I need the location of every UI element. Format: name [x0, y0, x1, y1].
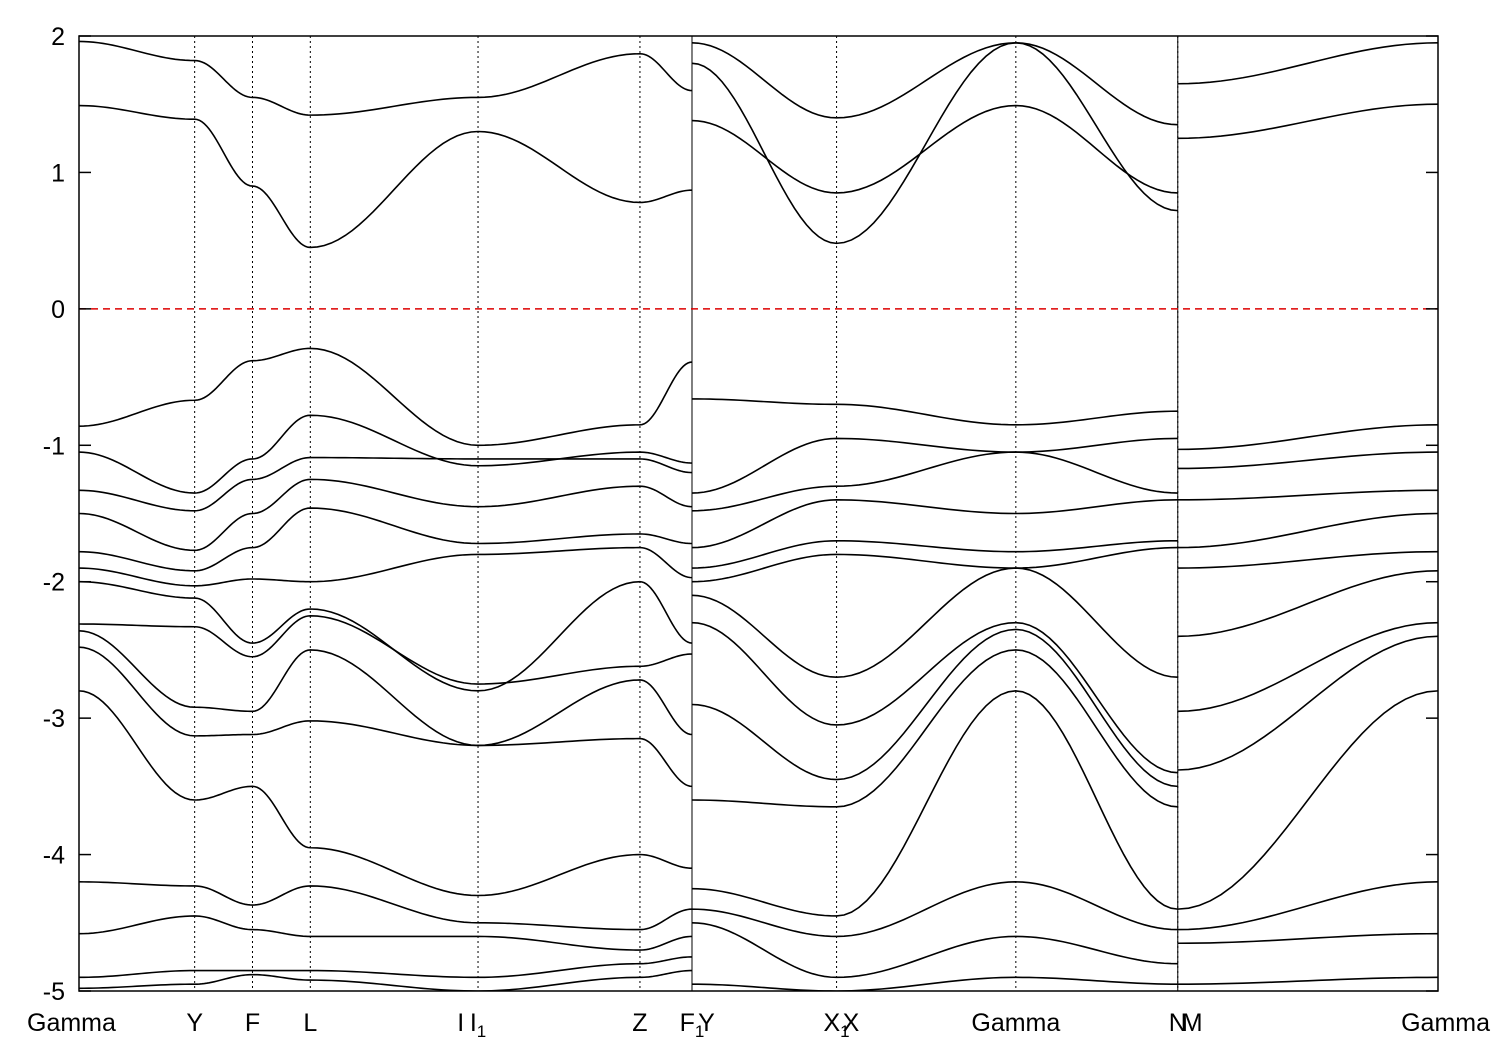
band-line: [79, 646, 693, 788]
kpoint-label: Y: [698, 1009, 715, 1037]
band-line: [691, 42, 1178, 126]
band-line: [691, 398, 1178, 426]
band-line: [1177, 976, 1438, 985]
band-line: [691, 437, 1178, 494]
kpoint-label: Z: [632, 1009, 647, 1037]
band-line: [1177, 42, 1438, 85]
band-line: [691, 567, 1178, 679]
kpoint-label: Gamma: [1401, 1009, 1490, 1037]
band-line: [691, 499, 1178, 549]
kpoint-label: Gamma: [971, 1009, 1060, 1037]
kpoint-label: I1: [470, 1009, 486, 1041]
y-tick-label: -4: [43, 842, 65, 870]
band-line: [1177, 550, 1438, 569]
band-line: [79, 414, 693, 494]
band-line: [1177, 451, 1438, 470]
band-line: [79, 347, 693, 447]
band-line: [1177, 512, 1438, 549]
band-line: [79, 956, 693, 979]
band-line: [691, 451, 1178, 512]
band-line: [79, 969, 693, 991]
band-line: [1177, 635, 1438, 771]
band-line: [691, 628, 1178, 788]
y-tick-label: -5: [43, 978, 65, 1006]
kpoint-label: F: [245, 1009, 260, 1037]
y-tick-label: -3: [43, 705, 65, 733]
kpoint-label: M: [1182, 1009, 1203, 1037]
band-line: [79, 580, 693, 692]
kpoint-label: N: [1169, 1009, 1187, 1037]
bands: [79, 40, 1438, 991]
band-line: [79, 881, 693, 931]
band-line: [1177, 881, 1438, 931]
band-line: [79, 690, 693, 897]
band-line: [1177, 103, 1438, 140]
y-tick-label: 1: [51, 159, 65, 187]
band-line: [79, 630, 693, 747]
kpoint-label: X1: [823, 1009, 849, 1041]
band-line: [691, 976, 1178, 991]
band-line: [79, 915, 693, 951]
plot-frame: [78, 35, 1439, 992]
band-line: [79, 104, 693, 249]
kpoint-label: X: [843, 1009, 860, 1037]
band-line: [1177, 932, 1438, 945]
y-tick-label: -1: [43, 432, 65, 460]
band-line: [1177, 489, 1438, 501]
band-line: [1177, 621, 1438, 713]
band-line: [1177, 570, 1438, 638]
band-line: [79, 40, 693, 116]
band-line: [691, 621, 1178, 774]
band-line: [691, 921, 1178, 979]
band-line: [691, 42, 1178, 245]
kpoint-label: I: [457, 1009, 464, 1037]
band-line: [691, 881, 1178, 938]
band-line: [1177, 690, 1438, 910]
y-tick-label: -2: [43, 569, 65, 597]
kpoint-label: F1: [680, 1009, 705, 1041]
kpoint-label: L: [303, 1009, 317, 1037]
band-line: [79, 507, 693, 572]
band-line: [691, 690, 1178, 917]
y-tick-label: 2: [51, 23, 65, 51]
band-line: [79, 478, 693, 552]
band-line: [79, 615, 693, 685]
y-tick-label: 0: [51, 296, 65, 324]
kpoint-label: Gamma: [27, 1009, 116, 1037]
band-line: [691, 649, 1178, 808]
kpoint-label: Y: [186, 1009, 203, 1037]
plot-area: [79, 36, 1438, 991]
band-line: [691, 539, 1178, 569]
band-line: [1177, 424, 1438, 451]
band-line: [691, 546, 1178, 583]
band-line: [79, 546, 693, 587]
band-line: [79, 456, 693, 512]
band-line: [691, 104, 1178, 194]
